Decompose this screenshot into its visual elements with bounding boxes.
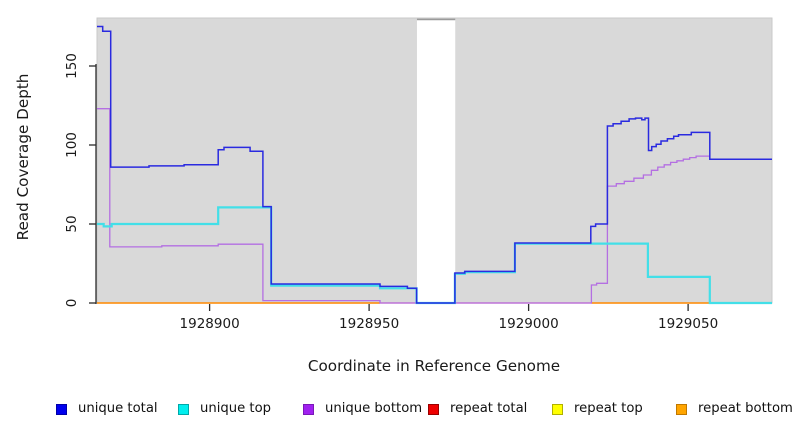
legend-item-repeat-bottom: repeat bottom [676,400,792,418]
legend-label: unique bottom [325,401,423,416]
x-tick-label: 1928950 [339,316,399,332]
legend-item-repeat-total: repeat total [428,400,527,418]
x-tick-label: 1929000 [499,316,559,332]
legend-swatch-icon [303,403,314,415]
y-tick-label: 0 [64,299,80,308]
plot-background-layer [96,17,773,304]
masked-region [416,20,456,303]
y-axis-title: Read Coverage Depth [14,74,32,241]
x-tick-label: 1929050 [658,316,718,332]
x-tick-label: 1928900 [180,316,240,332]
y-tick-label: 100 [64,132,80,158]
x-axis-title: Coordinate in Reference Genome [308,357,560,375]
y-tick-label: 150 [64,53,80,79]
legend-item-unique-top: unique top [178,400,271,418]
legend-label: repeat top [574,401,643,416]
legend-label: unique total [78,401,158,416]
legend-label: repeat bottom [698,401,792,416]
series-unique-total [97,25,772,304]
legend-swatch-icon [552,403,563,415]
legend-item-unique-total: unique total [56,400,158,418]
y-tick-label: 50 [64,215,80,232]
legend: unique total unique top unique bottom repea… [0,396,792,424]
legend-swatch-icon [178,403,189,415]
legend-label: repeat total [450,401,528,416]
legend-label: unique top [200,401,272,416]
legend-item-repeat-top: repeat top [552,400,643,418]
legend-swatch-icon [676,403,687,415]
legend-item-unique-bottom: unique bottom [303,400,422,418]
legend-swatch-icon [56,403,67,415]
series-unique-bottom [97,108,772,304]
coverage-plot: 0 50 100 150 1928900 1928950 1929000 1929050 Co… [14,17,773,375]
legend-swatch-icon [428,403,439,415]
series-layer [97,25,772,305]
axes-layer: 0 50 100 150 1928900 1928950 1929000 1929050 [64,53,718,332]
